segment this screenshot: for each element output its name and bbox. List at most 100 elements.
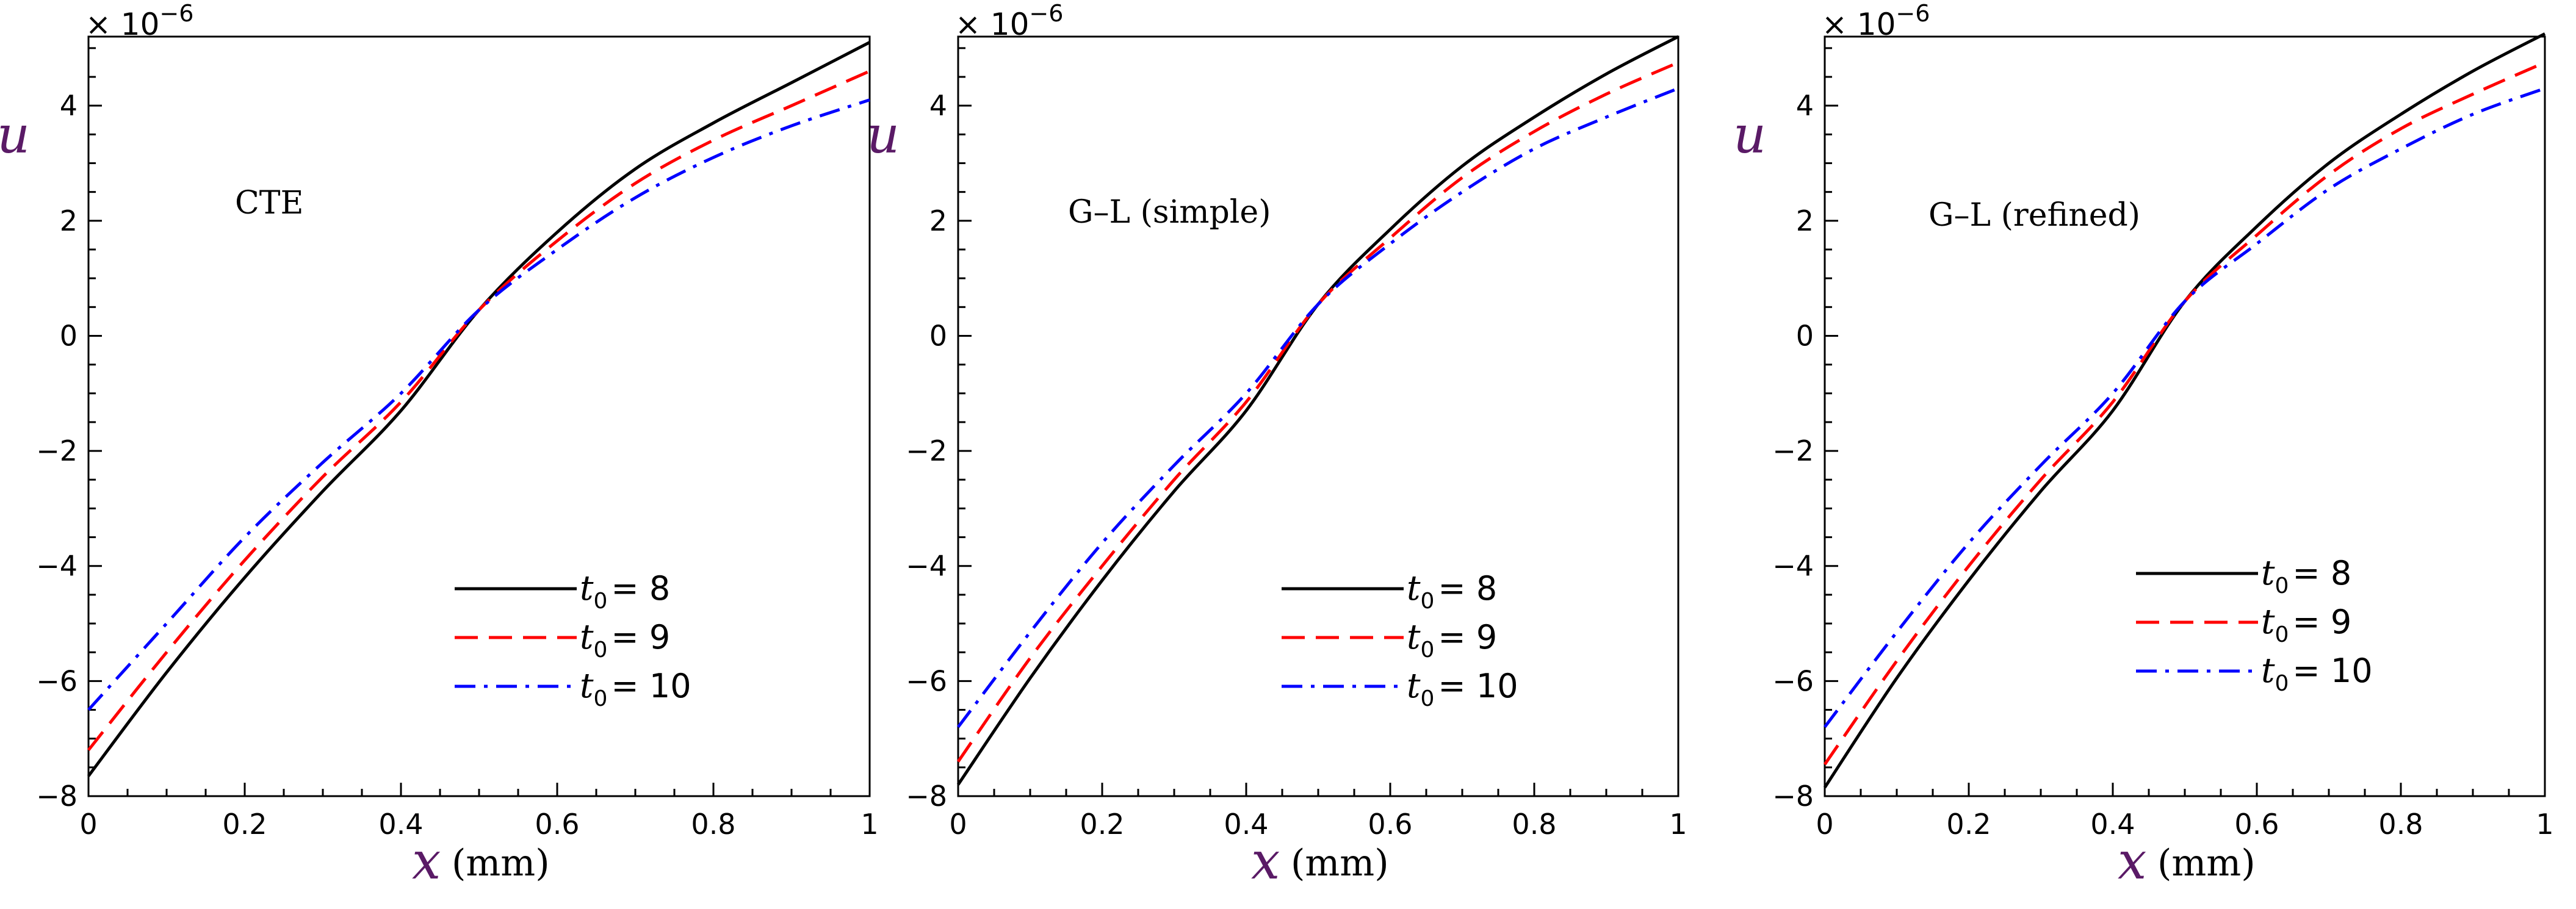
legend-subscript: 0 — [594, 638, 608, 663]
plot-frame — [1824, 35, 2546, 797]
y-tick-label: 4 — [929, 89, 947, 122]
x-axis-label-var: x — [2118, 831, 2146, 891]
x-tick-label: 0.8 — [691, 808, 735, 841]
y-axis-label: u — [1733, 105, 1766, 165]
x-axis-label-var: x — [412, 831, 441, 891]
plot-frame — [957, 35, 1679, 797]
legend-entry: t0 = 9 — [2261, 602, 2351, 647]
y-tick-label: −4 — [1772, 550, 1814, 583]
legend-subscript: 0 — [2275, 622, 2289, 647]
scale-factor-exponent: −6 — [1029, 0, 1063, 27]
legend-value: = 9 — [611, 618, 670, 656]
y-tick-label: −6 — [906, 664, 947, 697]
series-line-t0-8 — [1823, 32, 2546, 789]
plot-frame — [87, 35, 871, 797]
x-tick-label: 0.8 — [1512, 808, 1556, 841]
x-tick-label: 0.6 — [2234, 808, 2279, 841]
scale-factor-base: × 10 — [955, 7, 1029, 42]
legend-value: = 8 — [1438, 569, 1497, 608]
y-tick-label: −4 — [36, 550, 78, 583]
x-axis-label-unit: (mm) — [2157, 842, 2256, 885]
x-tick-label: 1 — [860, 808, 878, 841]
legend-entry: t0 = 9 — [1407, 617, 1497, 663]
y-tick-label: 2 — [60, 204, 78, 237]
legend-var: t — [2261, 553, 2275, 593]
series-line-t0-8 — [87, 41, 871, 777]
legend-subscript: 0 — [1421, 686, 1435, 711]
series-line-t0-10 — [957, 87, 1679, 728]
series-line-t0-9 — [1823, 61, 2546, 766]
x-tick-label: 0 — [1816, 808, 1833, 841]
panel-title: G–L (refined) — [1928, 197, 2140, 234]
scale-factor-base: × 10 — [1822, 7, 1896, 42]
legend-value: = 8 — [2292, 554, 2351, 592]
y-tick-label: −8 — [36, 780, 78, 813]
legend-value: = 9 — [1438, 618, 1497, 656]
legend-entry: t0 = 9 — [580, 617, 670, 663]
legend-value: = 10 — [1438, 667, 1518, 705]
series-line-t0-10 — [87, 98, 870, 711]
series-line-t0-8 — [956, 35, 1679, 786]
y-tick-label: 0 — [929, 319, 947, 352]
legend-value: = 9 — [2292, 603, 2351, 641]
x-tick-label: 0.6 — [1368, 808, 1412, 841]
x-tick-label: 0.8 — [2378, 808, 2423, 841]
scale-factor-base: × 10 — [85, 7, 159, 42]
scale-factor-exponent: −6 — [1896, 0, 1930, 27]
legend-var: t — [1407, 666, 1421, 706]
legend-entry: t0 = 8 — [1407, 569, 1497, 614]
x-tick-label: 0.6 — [535, 808, 579, 841]
y-tick-label: −8 — [906, 780, 947, 813]
x-tick-label: 1 — [2536, 808, 2553, 841]
legend-subscript: 0 — [2275, 573, 2289, 598]
x-tick-label: 0.2 — [222, 808, 267, 841]
x-tick-label: 0.4 — [2090, 808, 2135, 841]
y-tick-label: 4 — [60, 89, 78, 122]
legend-value: = 10 — [2292, 652, 2372, 690]
legend-var: t — [2261, 602, 2275, 642]
legend-entry: t0 = 10 — [2261, 651, 2373, 696]
x-tick-label: 0 — [79, 808, 97, 841]
y-tick-label: 2 — [1796, 204, 1814, 237]
legend-var: t — [580, 569, 594, 608]
y-tick-label: −6 — [36, 664, 78, 697]
x-tick-label: 0.4 — [378, 808, 423, 841]
legend-subscript: 0 — [594, 686, 608, 711]
x-tick-label: 0 — [949, 808, 967, 841]
legend-var: t — [1407, 569, 1421, 608]
legend-subscript: 0 — [2275, 671, 2289, 696]
legend-entry: t0 = 10 — [1407, 666, 1518, 711]
x-axis-label-unit: (mm) — [452, 842, 550, 885]
legend-entry: t0 = 8 — [580, 569, 670, 614]
scale-factor-label: × 10−6 — [85, 0, 193, 42]
panel-title: CTE — [235, 185, 303, 221]
panel-title: G–L (simple) — [1068, 194, 1271, 231]
x-axis-label-unit: (mm) — [1291, 842, 1389, 885]
y-axis-label: u — [867, 105, 900, 165]
x-tick-label: 1 — [1669, 808, 1687, 841]
series-line-t0-9 — [956, 61, 1679, 763]
legend-var: t — [1407, 617, 1421, 657]
series-line-t0-9 — [87, 70, 871, 752]
legend-var: t — [580, 666, 594, 706]
scale-factor-label: × 10−6 — [955, 0, 1063, 42]
x-tick-label: 0.4 — [1224, 808, 1268, 841]
legend-subscript: 0 — [1421, 589, 1435, 614]
y-tick-label: −2 — [906, 434, 947, 467]
legend-value: = 8 — [611, 569, 670, 608]
legend-var: t — [2261, 651, 2275, 691]
legend-entry: t0 = 8 — [2261, 553, 2351, 598]
y-tick-label: −4 — [906, 550, 947, 583]
series-line-t0-10 — [1824, 87, 2545, 728]
x-tick-label: 0.2 — [1946, 808, 1991, 841]
y-tick-label: −2 — [1772, 434, 1814, 467]
y-tick-label: 0 — [1796, 319, 1814, 352]
legend-subscript: 0 — [594, 589, 608, 614]
x-axis-label-var: x — [1251, 831, 1280, 891]
y-tick-label: −2 — [36, 434, 78, 467]
scale-factor-exponent: −6 — [159, 0, 193, 27]
